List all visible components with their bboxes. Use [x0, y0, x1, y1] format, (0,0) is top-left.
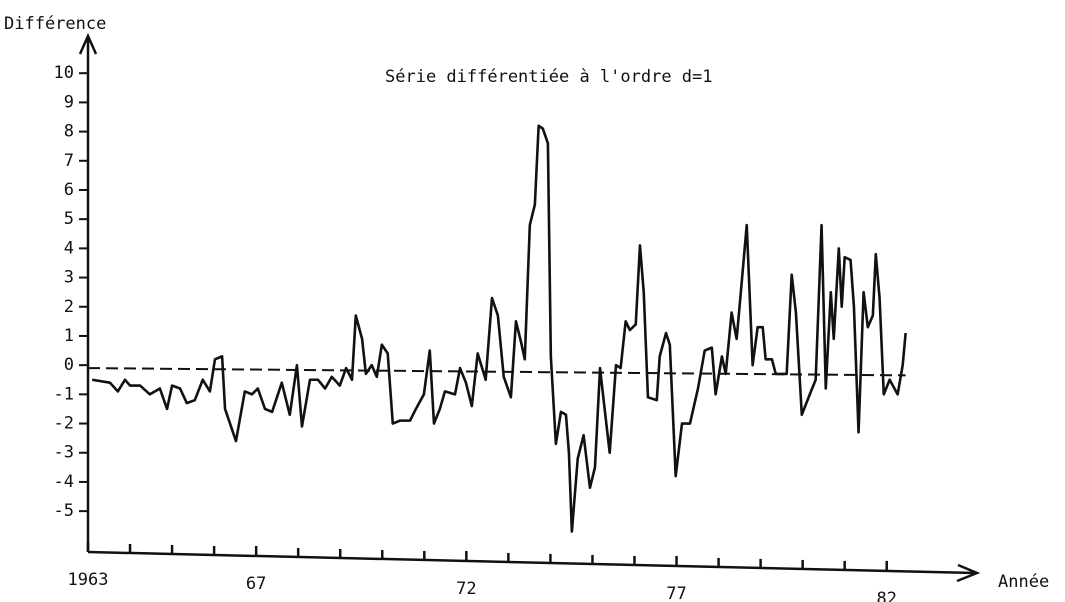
y-axis-label: Différence — [4, 14, 106, 34]
x-axis-arrow — [956, 563, 981, 583]
y-tick-label: 8 — [64, 122, 74, 142]
y-tick-label: -2 — [54, 414, 74, 434]
x-tick-label: 72 — [456, 579, 476, 599]
x-tick-label: 67 — [246, 574, 266, 594]
x-axis-label: Année — [998, 572, 1049, 592]
x-tick-label: 1963 — [68, 570, 109, 590]
y-tick-label: 5 — [64, 209, 74, 229]
trend-line — [87, 367, 906, 377]
y-tick-label: 9 — [64, 92, 74, 112]
y-tick-label: -5 — [54, 501, 74, 521]
y-tick-label: 4 — [64, 238, 74, 258]
y-tick-label: 1 — [64, 326, 74, 346]
x-tick-label: 82 — [876, 589, 896, 602]
y-tick-label: 6 — [64, 180, 74, 200]
y-tick-label: 2 — [64, 297, 74, 317]
y-tick-label: 10 — [54, 63, 74, 83]
y-tick-label: -4 — [54, 472, 74, 492]
y-tick-label: -1 — [54, 384, 74, 404]
y-tick-label: -3 — [54, 443, 74, 463]
data-line — [91, 124, 907, 533]
chart-title: Série différentiée à l'ordre d=1 — [385, 67, 713, 87]
x-axis — [87, 550, 976, 575]
y-tick-label: 7 — [64, 151, 74, 171]
y-axis-arrow — [78, 32, 98, 55]
y-tick-label: 0 — [64, 355, 74, 375]
y-tick-label: 3 — [64, 268, 74, 288]
x-tick-label: 77 — [666, 584, 686, 602]
